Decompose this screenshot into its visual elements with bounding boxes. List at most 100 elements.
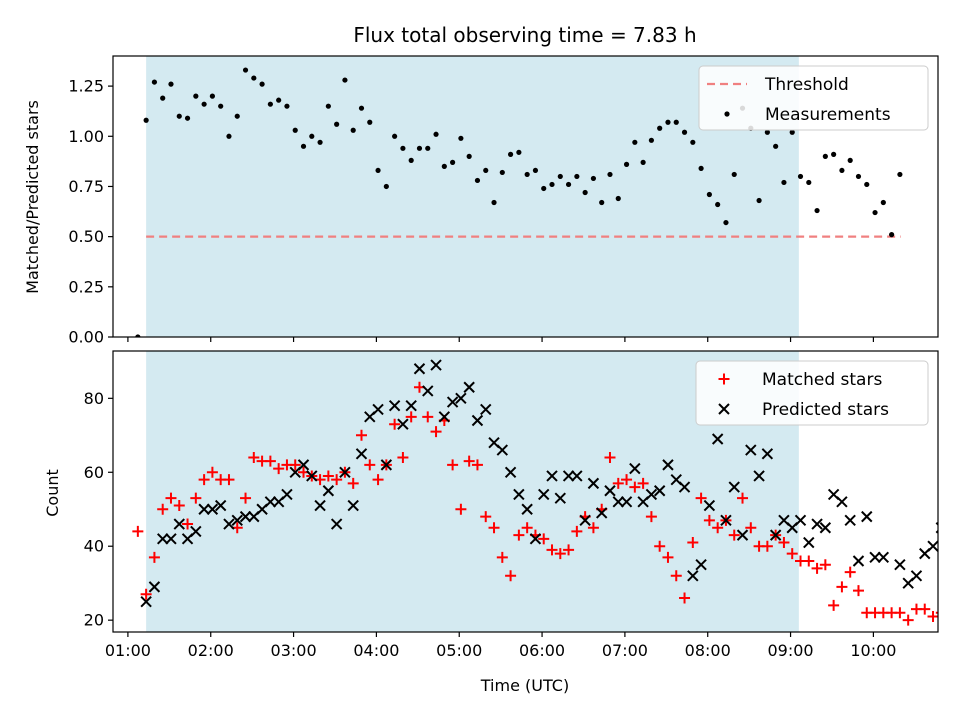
bottom-y-axis-label: Count [43,469,62,517]
data-point [524,171,530,178]
data-point [847,157,853,163]
data-point [488,522,500,534]
data-point [425,145,431,151]
data-point [880,199,886,206]
data-point [168,81,174,87]
data-point [176,113,182,119]
data-point [292,127,298,133]
data-point [872,209,878,216]
chart-title: Flux total observing time = 7.83 h [353,23,696,47]
bottom-y-tick-label: 20 [84,611,104,630]
data-point [276,97,282,103]
data-point [165,492,177,504]
data-point [446,396,459,408]
data-point [604,485,616,497]
data-point [877,551,890,564]
data-point [491,199,497,206]
data-point [629,481,641,493]
data-point [803,555,815,567]
data-point [300,143,307,149]
data-point [422,385,434,397]
data-point [317,139,323,145]
data-point [679,592,691,604]
data-point [375,167,381,174]
data-point [209,93,215,99]
legend-label: Predicted stars [762,400,889,420]
data-point [852,555,865,567]
bottom-y-tick-label: 60 [84,463,104,482]
data-point [612,496,624,508]
data-point [897,171,903,178]
data-point [814,207,820,214]
data-point [621,474,633,486]
data-point [541,185,547,192]
top-y-tick-label: 1.00 [68,127,104,146]
top-y-tick-label: 0.50 [68,227,104,246]
data-point [284,103,290,109]
data-point [430,359,442,371]
data-point [869,551,881,564]
data-point [297,459,310,471]
bottom-y-tick-label: 80 [84,389,104,408]
top-y-tick-label: 0.75 [68,177,104,196]
data-point [665,119,671,125]
data-point [372,474,384,486]
data-point [571,470,583,482]
legend-marker [718,373,730,385]
data-point [587,522,599,534]
data-point [226,133,232,139]
data-point [281,488,293,501]
data-point [240,492,252,504]
data-point [184,115,191,121]
data-point [251,75,257,81]
data-point [571,525,583,537]
data-point [148,581,161,593]
data-point [715,201,721,208]
data-point [864,181,870,188]
data-point [239,510,252,523]
data-point [466,153,472,159]
data-point [388,400,401,412]
data-point [173,518,185,530]
data-point [190,492,202,504]
series-predicted-stars [140,359,938,608]
data-point [438,411,451,423]
top-axes-frame [112,55,939,338]
data-point [521,503,533,515]
data-point [653,485,666,497]
data-point [648,137,655,143]
data-point [350,127,356,133]
data-point [201,101,207,107]
data-point [342,77,348,83]
data-point [822,153,828,159]
data-point [607,171,613,178]
data-point [761,448,774,460]
legend-label: Measurements [765,105,891,125]
data-point [433,131,439,137]
data-point [471,459,483,471]
legend-label: Matched stars [762,370,882,390]
data-point [703,499,716,512]
x-tick-label: 01:00 [105,641,151,660]
data-point [637,477,649,489]
data-point [416,145,423,151]
data-point [562,470,575,482]
data-point [811,562,823,574]
data-point [339,466,351,478]
data-point [612,477,624,489]
top-y-axis-label: Matched/Predicted stars [23,100,42,294]
data-point [513,488,525,501]
x-axis-label: Time (UTC) [480,676,569,695]
data-point [198,474,210,486]
data-point [455,503,467,515]
data-point [673,119,679,125]
top-observing-window-shade [146,56,799,337]
data-point [902,614,914,626]
data-point [355,448,368,460]
data-point [455,392,467,405]
series-measurements [135,67,903,337]
data-point [347,477,359,489]
data-point [198,503,210,515]
data-point [657,125,663,131]
data-point [678,481,691,493]
